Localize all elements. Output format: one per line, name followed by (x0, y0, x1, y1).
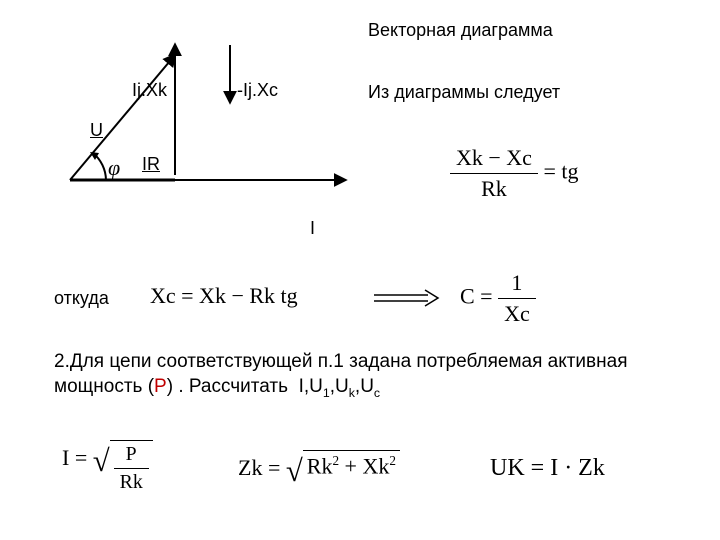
formula-tg: Xk − Xc Rk = tg (450, 145, 578, 202)
tg-den: Rk (450, 174, 538, 202)
label-phi: φ (108, 155, 120, 181)
c-lhs: C = (460, 284, 498, 309)
z-plus: + (339, 453, 362, 478)
label-ijxk: Ij.Xk (132, 80, 167, 101)
c-den: Xc (498, 299, 536, 327)
implies-arrow (370, 288, 440, 308)
z-r: Rk (307, 453, 333, 478)
formula-c: C = 1 Xc (460, 270, 536, 327)
tg-rhs: = tg (538, 159, 579, 184)
formula-zk: Zk = √ Rk2 + Xk2 (238, 450, 400, 481)
task-text: 2.Для цепи соответствующей п.1 задана по… (54, 350, 664, 401)
z-x: Xk (362, 453, 389, 478)
vector-diagram (0, 0, 380, 260)
diagram-title: Векторная диаграмма (368, 20, 553, 41)
z-lhs: Zk = (238, 455, 286, 480)
z-x-sq: 2 (389, 453, 396, 468)
formula-i: I = √ P Rk (62, 440, 153, 494)
i-lhs: I = (62, 445, 93, 470)
c-num: 1 (498, 270, 536, 299)
label-ir: IR (142, 154, 160, 175)
i-den: Rk (114, 469, 149, 494)
p-symbol: P (154, 376, 167, 397)
label-ijxc: -Ij.Xc (237, 80, 278, 101)
i-num: P (114, 443, 149, 469)
tg-num: Xk − Xc (450, 145, 538, 174)
formula-xc: Xc = Xk − Rk tg (150, 283, 298, 309)
label-u: U (90, 120, 103, 141)
label-i: I (310, 218, 315, 239)
text-from-which: откуда (54, 288, 109, 309)
text-follows: Из диаграммы следует (368, 82, 560, 103)
formula-uk: UK = I · Zk (490, 455, 605, 482)
